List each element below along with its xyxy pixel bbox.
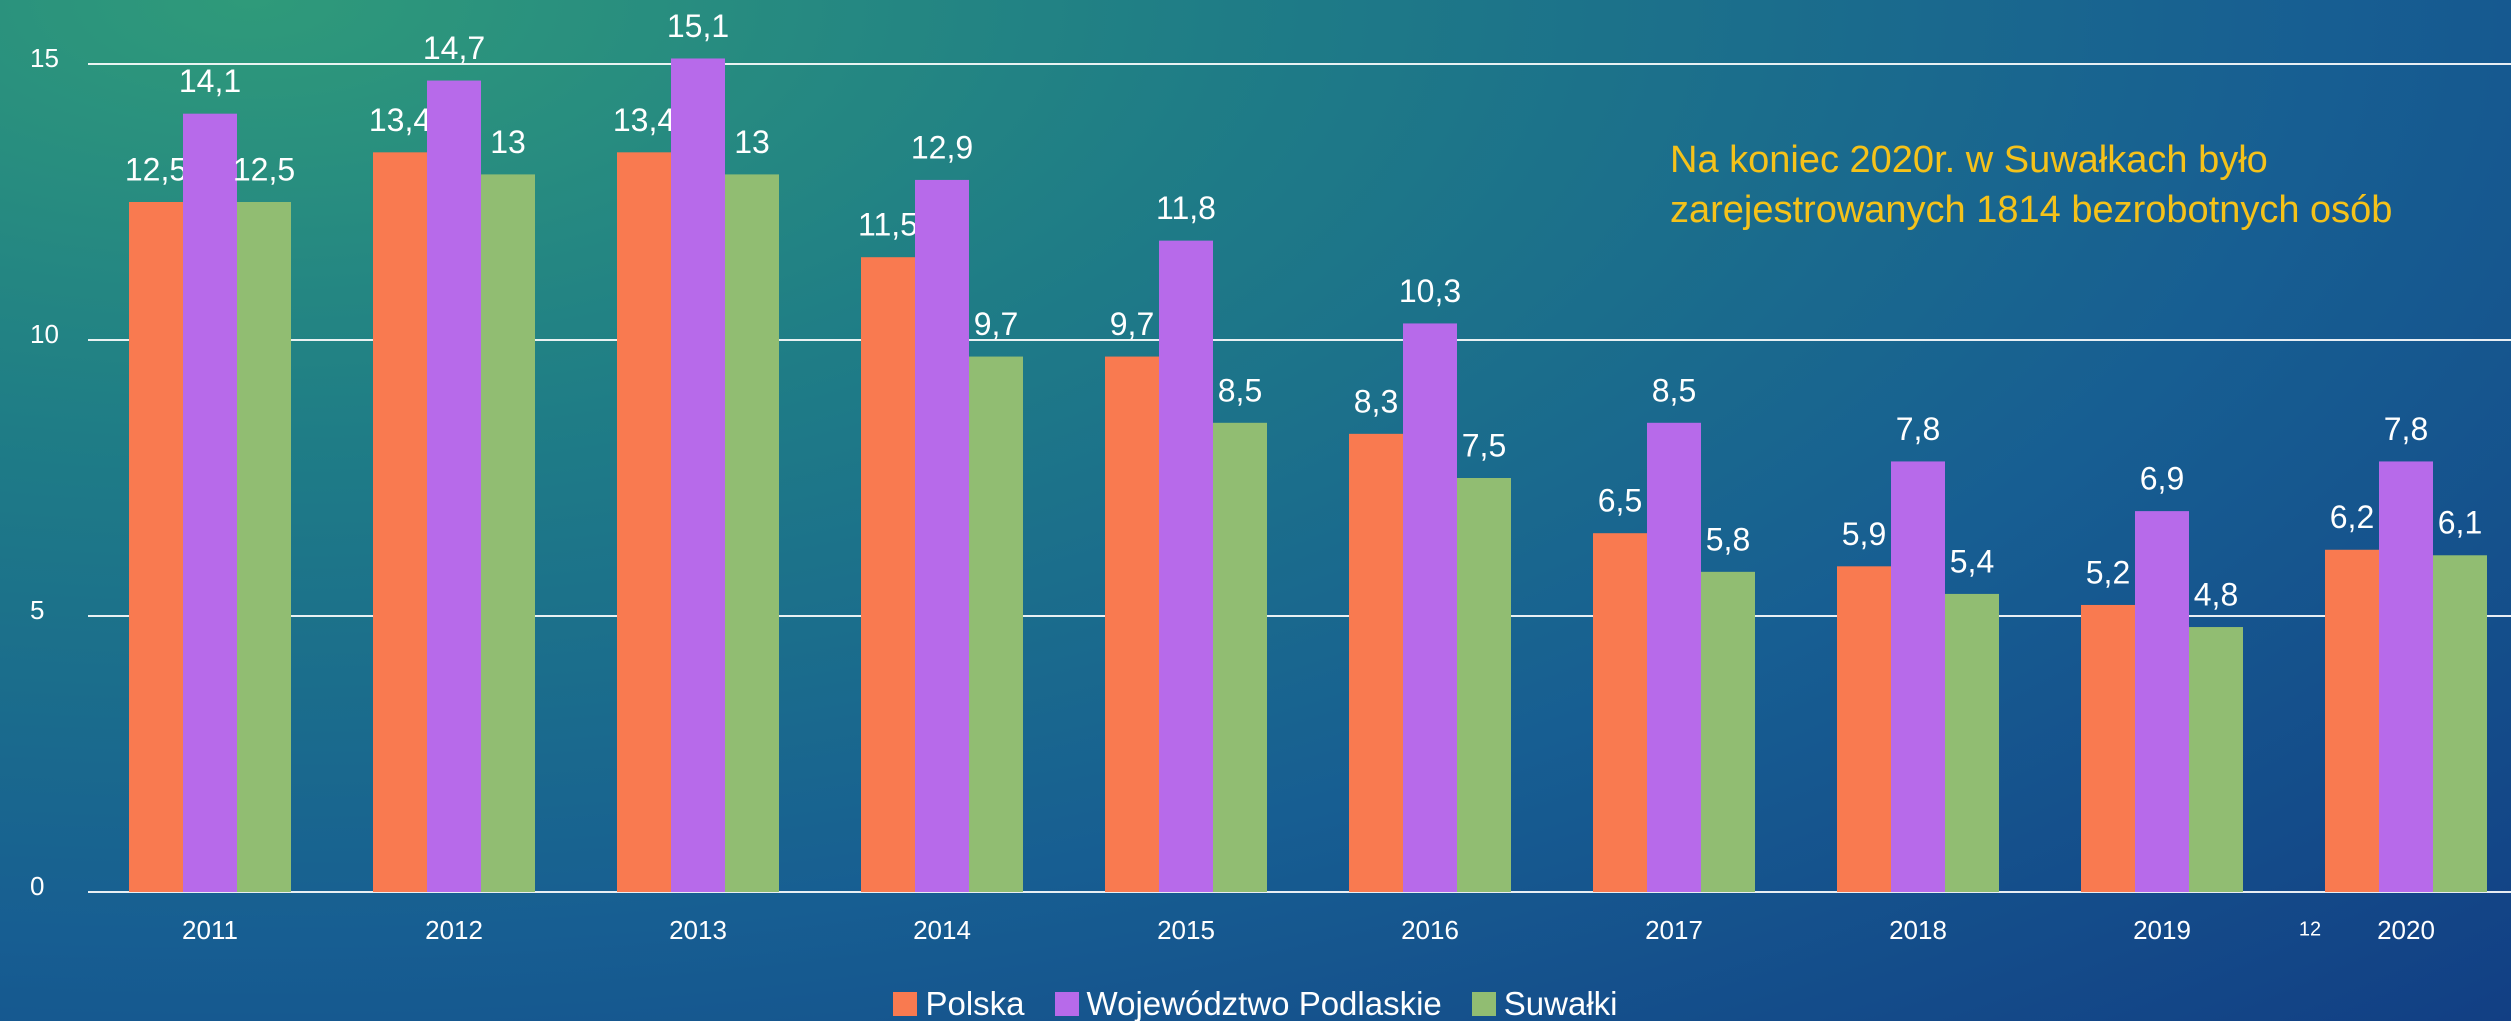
value-label: 11,8 xyxy=(1156,190,1216,226)
value-label: 5,4 xyxy=(1950,543,1994,579)
bar xyxy=(373,152,427,892)
bar xyxy=(2379,461,2433,892)
value-label: 5,9 xyxy=(1842,516,1886,552)
legend-swatch xyxy=(1054,992,1079,1016)
value-label: 12,9 xyxy=(911,129,973,165)
legend: Polska Województwo Podlaskie Suwałki xyxy=(0,985,2511,1021)
value-label: 9,7 xyxy=(974,306,1018,342)
bar xyxy=(481,174,535,892)
value-label: 11,5 xyxy=(858,207,918,243)
legend-item: Polska xyxy=(893,985,1025,1021)
x-tick-label: 2012 xyxy=(425,915,483,945)
x-tick-label: 2015 xyxy=(1157,915,1215,945)
y-tick-label: 10 xyxy=(30,319,59,349)
value-label: 8,3 xyxy=(1354,383,1398,419)
bar xyxy=(2325,549,2379,892)
bar xyxy=(1349,433,1403,892)
bar xyxy=(1701,571,1755,892)
annotation: zarejestrowanych 1814 bezrobotnych osób xyxy=(1670,189,2392,231)
bar xyxy=(861,257,915,892)
bar xyxy=(915,179,969,893)
value-label: 7,8 xyxy=(2384,411,2428,447)
x-tick-label: 2014 xyxy=(913,915,971,945)
bar xyxy=(1647,422,1701,892)
x-tick-label: 2017 xyxy=(1645,915,1703,945)
value-label: 12,5 xyxy=(125,151,187,187)
value-label: 8,5 xyxy=(1218,372,1262,408)
value-label: 7,5 xyxy=(1462,427,1506,463)
legend-item: Suwałki xyxy=(1471,985,1618,1021)
x-tick-label: 2016 xyxy=(1401,915,1459,945)
value-label: 14,1 xyxy=(179,63,241,99)
value-label: 13 xyxy=(734,124,770,160)
bar xyxy=(1457,478,1511,892)
y-tick-label: 15 xyxy=(30,43,59,73)
bar xyxy=(2189,627,2243,892)
bar xyxy=(427,80,481,892)
legend-swatch xyxy=(893,992,918,1016)
x-tick-label: 2011 xyxy=(182,915,238,945)
x-tick-label: 2018 xyxy=(1889,915,1947,945)
bar xyxy=(725,174,779,892)
value-label: 13 xyxy=(490,124,526,160)
value-label: 6,2 xyxy=(2330,499,2374,535)
legend-label: Województwo Podlaskie xyxy=(1086,985,1442,1021)
bar xyxy=(1945,593,1999,892)
x-tick-label: 2019 xyxy=(2133,915,2191,945)
bar xyxy=(183,113,237,893)
bar xyxy=(1593,533,1647,892)
value-label: 6,1 xyxy=(2438,505,2482,541)
legend-label: Suwałki xyxy=(1503,985,1618,1021)
value-label: 15,1 xyxy=(667,8,729,44)
bar xyxy=(1837,566,1891,892)
bar xyxy=(1159,240,1213,892)
value-label: 13,4 xyxy=(369,102,431,138)
bar xyxy=(1403,323,1457,892)
value-label: 6,5 xyxy=(1598,483,1642,519)
bar xyxy=(617,152,671,892)
legend-swatch xyxy=(1471,992,1496,1016)
x-tick-label: 2013 xyxy=(669,915,727,945)
bar xyxy=(1213,422,1267,892)
page-number: 12 xyxy=(2299,918,2321,940)
value-label: 7,8 xyxy=(1896,411,1940,447)
value-label: 13,4 xyxy=(613,102,675,138)
value-label: 14,7 xyxy=(423,30,485,66)
bar xyxy=(969,356,1023,892)
value-label: 5,8 xyxy=(1706,521,1750,557)
bar xyxy=(129,202,183,892)
bar xyxy=(1891,461,1945,892)
bar xyxy=(237,202,291,892)
legend-item: Województwo Podlaskie xyxy=(1054,985,1442,1021)
legend-label: Polska xyxy=(925,985,1025,1021)
bar xyxy=(2081,604,2135,892)
value-label: 9,7 xyxy=(1110,306,1154,342)
x-tick-label: 2020 xyxy=(2377,915,2435,945)
value-label: 5,2 xyxy=(2086,554,2130,590)
value-label: 6,9 xyxy=(2140,461,2184,497)
value-label: 12,5 xyxy=(233,151,295,187)
bar xyxy=(1105,356,1159,892)
y-tick-label: 0 xyxy=(30,871,44,901)
value-label: 4,8 xyxy=(2194,576,2238,612)
bar xyxy=(671,58,725,893)
y-tick-label: 5 xyxy=(30,595,44,625)
value-label: 10,3 xyxy=(1399,273,1461,309)
bar xyxy=(2433,555,2487,892)
bar xyxy=(2135,511,2189,892)
value-label: 8,5 xyxy=(1652,372,1696,408)
annotation: Na koniec 2020r. w Suwałkach było xyxy=(1670,139,2268,181)
